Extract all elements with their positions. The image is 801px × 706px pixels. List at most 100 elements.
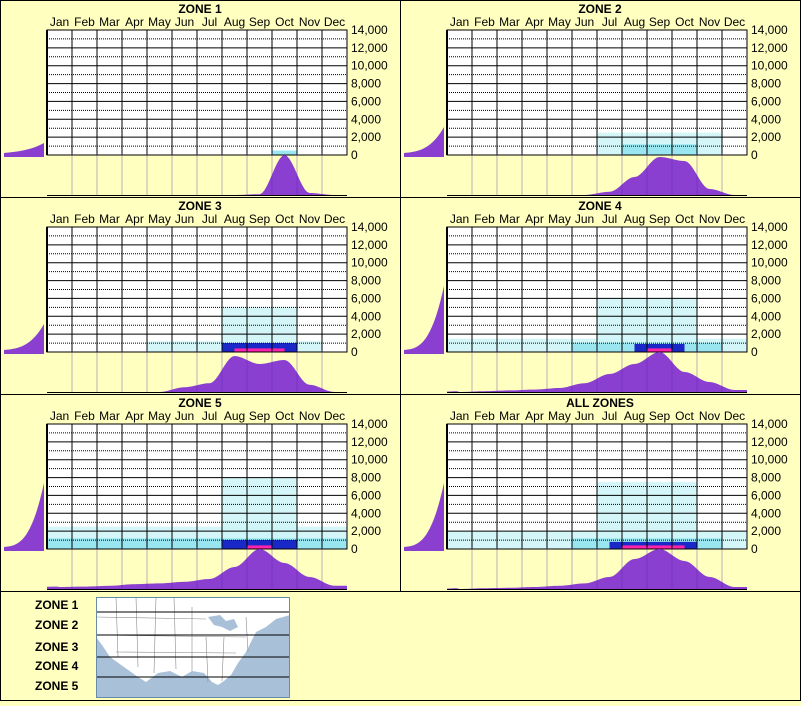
- month-label: Aug: [224, 15, 245, 29]
- y-tick-label: 14,000: [351, 417, 388, 431]
- chart-zone-2: ZONE 2 Jan Feb Mar Apr May Jun Jul Aug Sep Oct Nov D…: [404, 2, 788, 196]
- map-border: [96, 597, 290, 698]
- month-label: Jun: [575, 409, 594, 423]
- month-label: Jan: [450, 212, 469, 226]
- month-label: Aug: [624, 15, 645, 29]
- chart-title: ZONE 1: [178, 2, 222, 16]
- chart-zone-5: ZONE 5 Jan Feb Mar Apr May Jun Jul Aug Sep Oct Nov D…: [4, 396, 388, 590]
- month-label: Aug: [624, 212, 645, 226]
- month-label: Feb: [474, 409, 495, 423]
- month-label: Jan: [450, 15, 469, 29]
- month-label: Sep: [249, 15, 271, 29]
- month-label: Feb: [74, 15, 95, 29]
- month-label: Sep: [649, 409, 671, 423]
- map-state-border: [205, 636, 209, 683]
- y-tick-label: 8,000: [351, 77, 381, 91]
- month-label: Mar: [499, 212, 520, 226]
- month-label: Nov: [299, 15, 320, 29]
- y-tick-label: 14,000: [351, 23, 388, 37]
- month-label: Apr: [525, 15, 544, 29]
- map-state-border: [135, 597, 139, 668]
- month-label: Jan: [50, 212, 69, 226]
- month-label: Aug: [224, 409, 245, 423]
- y-tick-label: 14,000: [751, 220, 788, 234]
- y-tick-label: 2,000: [751, 130, 781, 144]
- month-label: Dec: [724, 15, 745, 29]
- y-tick-label: 6,000: [351, 488, 381, 502]
- y-tick-label: 2,000: [751, 327, 781, 341]
- y-tick-label: 12,000: [751, 435, 788, 449]
- y-tick-label: 12,000: [351, 238, 388, 252]
- month-label: Jul: [602, 15, 617, 29]
- y-tick-label: 6,000: [751, 291, 781, 305]
- month-label: May: [548, 15, 571, 29]
- y-tick-label: 0: [351, 542, 358, 556]
- y-tick-label: 14,000: [751, 417, 788, 431]
- elevation-distribution: [4, 443, 44, 551]
- month-label: Jul: [202, 15, 217, 29]
- month-label: Mar: [99, 15, 120, 29]
- y-tick-label: 12,000: [351, 435, 388, 449]
- month-label: Sep: [249, 212, 271, 226]
- y-tick-label: 10,000: [751, 256, 788, 270]
- chart-all-zones: ALL ZONES Jan Feb Mar Apr May Jun Jul Aug Sep Oct N…: [404, 396, 788, 590]
- us-zone-map: [96, 597, 290, 698]
- density-cell: [272, 150, 297, 155]
- elevation-distribution: [4, 314, 44, 354]
- month-label: Aug: [624, 409, 645, 423]
- month-label: May: [148, 409, 171, 423]
- month-label: Apr: [525, 212, 544, 226]
- month-label: Aug: [224, 212, 245, 226]
- density-cell: [634, 343, 685, 352]
- map-land: [96, 597, 290, 685]
- month-label: Nov: [699, 409, 720, 423]
- month-label: Jul: [602, 212, 617, 226]
- month-label: May: [148, 15, 171, 29]
- month-label: May: [548, 409, 571, 423]
- month-label: Oct: [275, 212, 294, 226]
- month-label: Jun: [575, 15, 594, 29]
- month-label: Apr: [525, 409, 544, 423]
- chart-zone-3: ZONE 3 Jan Feb Mar Apr May Jun Jul Aug Sep Oct Nov D…: [4, 199, 388, 393]
- chart-title: ZONE 4: [578, 199, 622, 213]
- y-tick-label: 6,000: [351, 291, 381, 305]
- legend-zone-3-label: ZONE 3: [35, 640, 79, 654]
- y-tick-label: 8,000: [751, 77, 781, 91]
- chart-title: ALL ZONES: [566, 396, 634, 410]
- month-label: Dec: [324, 15, 345, 29]
- month-label: Sep: [649, 212, 671, 226]
- month-label: Jun: [175, 409, 194, 423]
- elevation-distribution: [404, 443, 444, 551]
- month-label: Apr: [125, 212, 144, 226]
- y-tick-label: 10,000: [751, 453, 788, 467]
- month-label: Dec: [724, 409, 745, 423]
- y-tick-label: 6,000: [351, 94, 381, 108]
- y-tick-label: 12,000: [351, 41, 388, 55]
- y-tick-label: 4,000: [351, 112, 381, 126]
- month-label: Oct: [275, 15, 294, 29]
- month-label: Sep: [649, 15, 671, 29]
- y-tick-label: 8,000: [751, 471, 781, 485]
- y-tick-label: 14,000: [751, 23, 788, 37]
- month-label: Dec: [324, 409, 345, 423]
- month-label: May: [548, 212, 571, 226]
- month-label: Jan: [50, 15, 69, 29]
- y-tick-label: 10,000: [351, 59, 388, 73]
- month-label: Sep: [249, 409, 271, 423]
- month-label: Oct: [675, 15, 694, 29]
- y-tick-label: 10,000: [351, 453, 388, 467]
- y-tick-label: 14,000: [351, 220, 388, 234]
- y-tick-label: 0: [751, 542, 758, 556]
- map-state-border: [96, 616, 207, 620]
- month-label: Dec: [324, 212, 345, 226]
- y-tick-label: 8,000: [751, 274, 781, 288]
- legend-zone-1-label: ZONE 1: [35, 598, 79, 612]
- month-label: May: [148, 212, 171, 226]
- month-label: Jul: [602, 409, 617, 423]
- density-cell: [222, 343, 297, 352]
- month-label: Jun: [575, 212, 594, 226]
- y-tick-label: 10,000: [351, 256, 388, 270]
- legend-zone-5-label: ZONE 5: [35, 679, 79, 693]
- chart-title: ZONE 2: [578, 2, 622, 16]
- legend-zone-2-label: ZONE 2: [35, 618, 79, 632]
